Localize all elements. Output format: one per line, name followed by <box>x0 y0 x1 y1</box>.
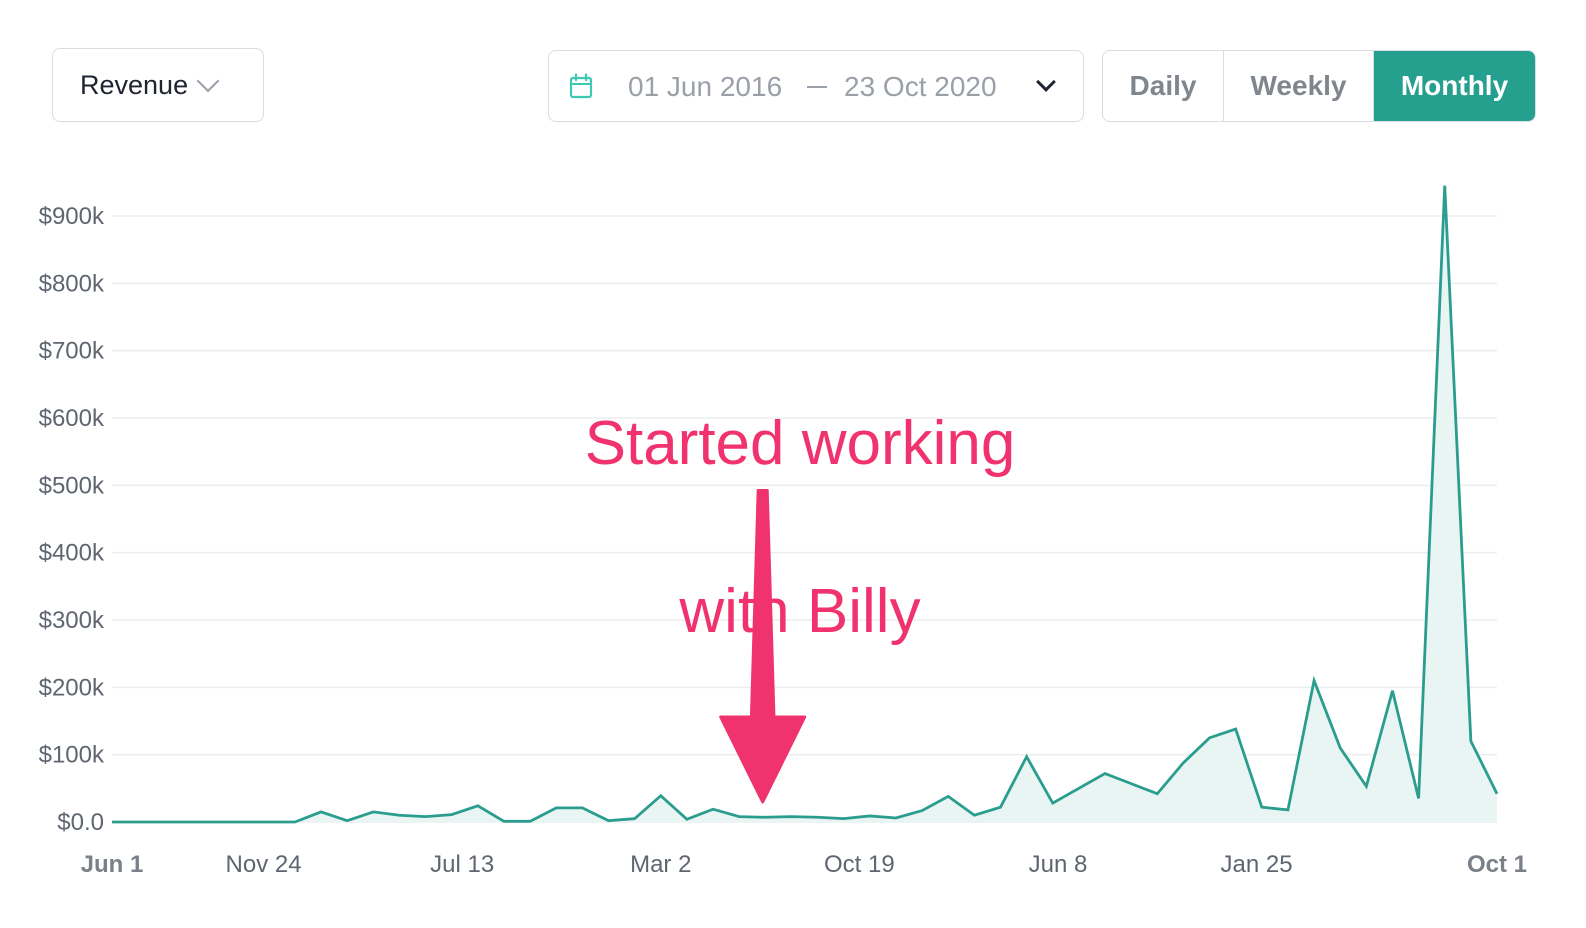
y-tick-label: $200k <box>39 674 105 701</box>
y-tick-label: $700k <box>39 338 105 365</box>
calendar-icon <box>569 73 593 99</box>
date-range-end: 23 Oct 2020 <box>844 71 997 102</box>
metric-dropdown[interactable]: Revenue <box>52 48 264 122</box>
x-tick-label: Oct 19 <box>824 851 895 878</box>
x-tick-label: Nov 24 <box>226 851 302 878</box>
granularity-weekly-button[interactable]: Weekly <box>1224 51 1374 121</box>
annotation-line-1: Started working <box>584 409 1016 478</box>
y-tick-label: $800k <box>39 270 105 297</box>
granularity-toggle: Daily Weekly Monthly <box>1102 50 1536 122</box>
date-range-separator <box>807 86 827 88</box>
date-range-picker[interactable]: 01 Jun 2016 23 Oct 2020 <box>548 50 1084 122</box>
x-tick-label: Oct 1 <box>1467 851 1527 878</box>
x-tick-label: Jul 13 <box>430 851 494 878</box>
x-tick-label: Jan 25 <box>1221 851 1293 878</box>
x-tick-label: Jun 8 <box>1029 851 1088 878</box>
y-tick-label: $100k <box>39 742 105 769</box>
revenue-line <box>112 185 1499 824</box>
y-tick-label: $900k <box>39 203 105 230</box>
y-tick-label: $400k <box>39 540 105 567</box>
y-tick-label: $500k <box>39 472 105 499</box>
annotation-text: Started working with Billy <box>520 318 1080 738</box>
y-tick-label: $600k <box>39 405 105 432</box>
annotation-line-2: with Billy <box>679 577 921 646</box>
y-tick-label: $0.0 <box>57 809 104 836</box>
y-tick-label: $300k <box>39 607 105 634</box>
date-range-start: 01 Jun 2016 <box>628 71 783 102</box>
x-tick-label: Jun 1 <box>81 851 144 878</box>
granularity-daily-button[interactable]: Daily <box>1103 51 1224 121</box>
annotation-arrow <box>719 489 807 804</box>
granularity-monthly-button[interactable]: Monthly <box>1374 51 1535 121</box>
x-tick-label: Mar 2 <box>630 851 691 878</box>
metric-dropdown-label: Revenue <box>80 69 189 100</box>
